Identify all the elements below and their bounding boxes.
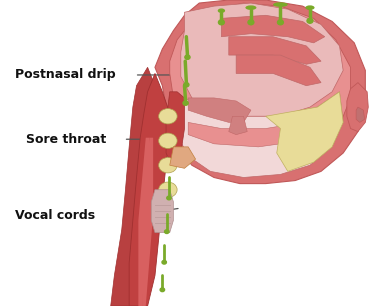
Ellipse shape bbox=[273, 2, 288, 7]
Polygon shape bbox=[221, 15, 325, 43]
Circle shape bbox=[184, 83, 189, 87]
Text: Vocal cords: Vocal cords bbox=[15, 209, 95, 222]
Polygon shape bbox=[111, 67, 162, 306]
Polygon shape bbox=[229, 116, 247, 135]
Polygon shape bbox=[356, 107, 365, 122]
Circle shape bbox=[307, 18, 313, 23]
Polygon shape bbox=[188, 98, 251, 122]
Polygon shape bbox=[177, 92, 343, 177]
Polygon shape bbox=[229, 37, 321, 64]
Polygon shape bbox=[236, 55, 321, 86]
Ellipse shape bbox=[159, 182, 177, 197]
Polygon shape bbox=[347, 83, 368, 132]
Circle shape bbox=[185, 55, 190, 59]
Text: Sore throat: Sore throat bbox=[26, 133, 106, 146]
Polygon shape bbox=[138, 138, 149, 306]
Circle shape bbox=[248, 20, 254, 25]
Polygon shape bbox=[155, 0, 365, 184]
Polygon shape bbox=[142, 138, 153, 306]
Polygon shape bbox=[166, 92, 184, 168]
Circle shape bbox=[277, 20, 283, 25]
Circle shape bbox=[218, 20, 224, 25]
Ellipse shape bbox=[305, 6, 314, 10]
Ellipse shape bbox=[159, 133, 177, 148]
Ellipse shape bbox=[245, 6, 256, 10]
Circle shape bbox=[162, 260, 166, 264]
Polygon shape bbox=[151, 190, 173, 233]
Circle shape bbox=[183, 101, 188, 105]
Text: Postnasal drip: Postnasal drip bbox=[15, 69, 115, 81]
Ellipse shape bbox=[159, 109, 177, 124]
Polygon shape bbox=[188, 122, 317, 147]
Polygon shape bbox=[170, 147, 196, 168]
Polygon shape bbox=[170, 3, 351, 165]
Circle shape bbox=[160, 288, 165, 292]
Polygon shape bbox=[266, 92, 343, 171]
Ellipse shape bbox=[218, 9, 225, 13]
Polygon shape bbox=[129, 73, 170, 306]
Circle shape bbox=[165, 230, 169, 233]
Ellipse shape bbox=[159, 158, 177, 173]
Polygon shape bbox=[181, 3, 343, 116]
Circle shape bbox=[167, 196, 171, 200]
